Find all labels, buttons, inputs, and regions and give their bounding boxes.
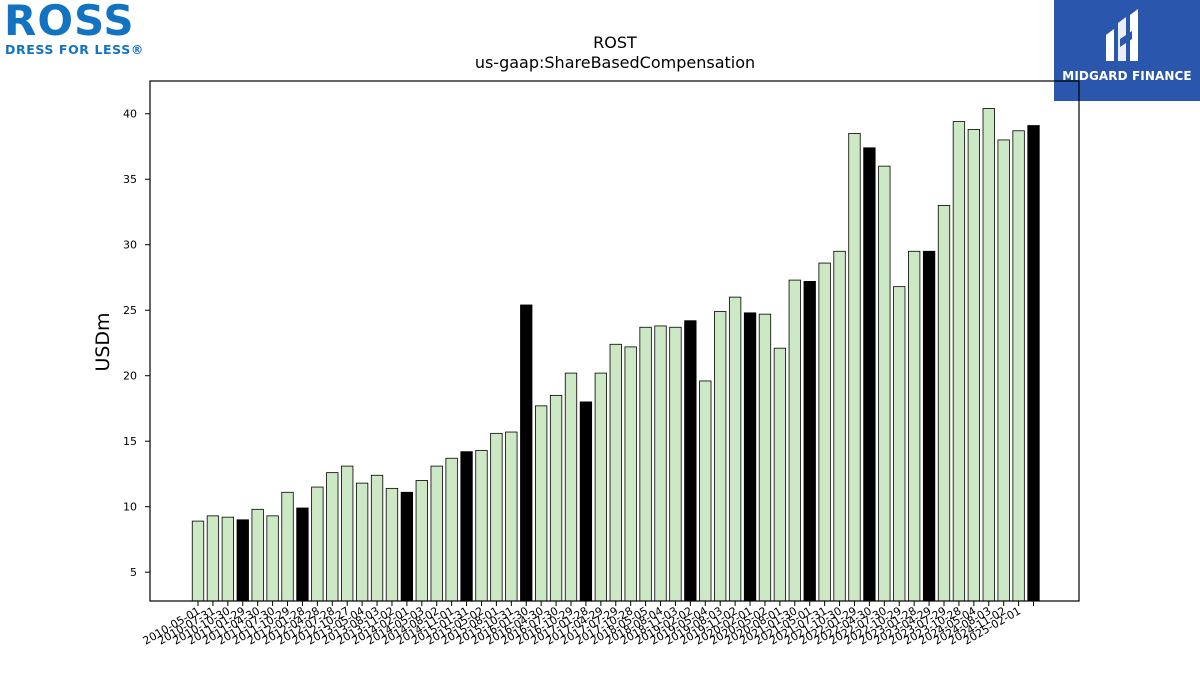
bar [758,313,772,602]
bar [549,394,563,602]
bar [206,515,220,602]
bar [221,516,234,602]
bar [311,486,324,602]
bar [937,205,951,602]
bar [296,507,309,602]
ross-tagline: DRESS FOR LESS® [5,42,144,57]
bar [818,262,831,602]
bar [490,432,503,602]
bar [878,165,891,602]
midgard-finance-text: MIDGARD FINANCE [1062,69,1192,83]
chart-title: ROST [593,33,637,52]
bar [714,311,727,602]
bar [639,326,652,602]
y-tick-label: 15 [123,435,137,448]
bar [654,325,667,602]
bar [400,491,414,602]
bar [908,250,921,602]
bar [445,457,458,602]
bar [893,286,906,602]
midgard-finance-logo: MIDGARD FINANCE [1054,0,1200,101]
bar [624,346,637,602]
bar [669,326,682,602]
bar [415,480,428,602]
bar [355,482,369,602]
bar [236,519,249,602]
bar [475,449,488,602]
bar [982,108,995,602]
bar [699,380,712,602]
x-axis: 2010-05-012010-07-312010-10-302011-01-29… [141,601,1035,648]
bar [430,465,443,602]
plot-frame [149,80,1080,602]
bar [505,431,518,602]
bar [967,129,980,602]
y-tick-label: 5 [130,566,137,579]
bar [520,304,533,602]
bar [266,515,279,602]
y-tick-label: 20 [123,370,137,383]
y-axis: 5 10 15 20 25 30 35 40 [123,108,150,579]
ross-wordmark: ROSS [4,0,135,45]
bar [922,250,936,602]
bar [684,320,697,602]
bar [609,343,622,602]
bar [1012,130,1025,602]
bar [1027,125,1040,602]
bar [788,279,801,602]
bar [728,296,742,602]
y-tick-label: 10 [123,501,137,514]
bar [997,139,1010,602]
chart-subtitle: us-gaap:ShareBasedCompensation [475,53,755,72]
bar [251,508,264,602]
bar [594,372,607,602]
bar [803,280,816,602]
bar [863,147,876,602]
bar [281,491,294,602]
bar [773,347,787,602]
y-axis-label: USDm [92,312,114,371]
bar [535,405,548,602]
bar [460,451,473,602]
midgard-mark-icon [1106,9,1138,61]
bar [952,121,966,602]
y-tick-label: 25 [123,304,137,317]
ross-logo: ROSS DRESS FOR LESS® [4,0,143,60]
bar [385,487,399,602]
y-tick-label: 40 [123,108,137,121]
bar [341,465,354,602]
bar [833,250,846,602]
bar [370,474,384,602]
bar [191,520,205,602]
bar [564,372,578,602]
bars-group [191,108,1040,602]
bar [326,472,339,602]
y-tick-label: 35 [123,173,137,186]
bar [743,312,757,602]
bar [848,132,861,602]
y-tick-label: 30 [123,239,137,252]
bar [579,401,593,602]
